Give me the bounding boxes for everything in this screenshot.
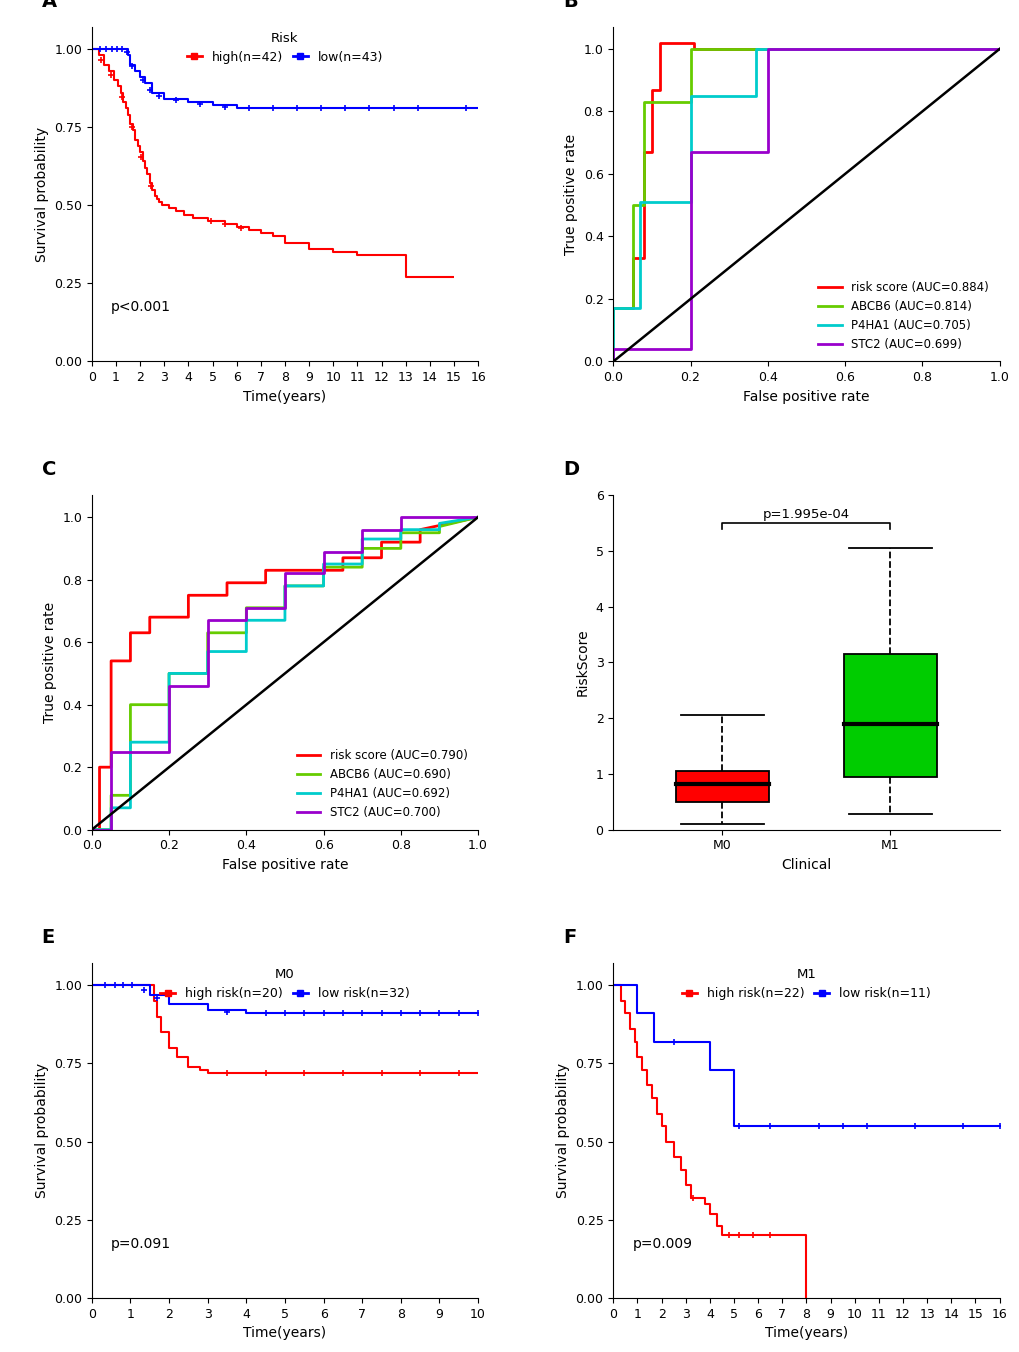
Text: D: D [562, 460, 579, 479]
Y-axis label: Survival probability: Survival probability [35, 1063, 49, 1198]
Text: F: F [562, 929, 576, 948]
Text: E: E [42, 929, 55, 948]
Text: B: B [562, 0, 578, 11]
Bar [844, 654, 935, 777]
Text: p=0.091: p=0.091 [111, 1237, 171, 1251]
Text: p<0.001: p<0.001 [111, 300, 171, 314]
X-axis label: Time(years): Time(years) [764, 1326, 847, 1340]
Text: A: A [42, 0, 57, 11]
Bar [676, 771, 768, 802]
X-axis label: Time(years): Time(years) [244, 1326, 326, 1340]
Text: p=0.009: p=0.009 [632, 1237, 692, 1251]
X-axis label: False positive rate: False positive rate [743, 389, 869, 404]
X-axis label: False positive rate: False positive rate [221, 859, 347, 872]
Legend: high(n=42), low(n=43): high(n=42), low(n=43) [181, 27, 388, 69]
X-axis label: Time(years): Time(years) [244, 389, 326, 404]
Y-axis label: Survival probability: Survival probability [35, 127, 49, 262]
Legend: risk score (AUC=0.790), ABCB6 (AUC=0.690), P4HA1 (AUC=0.692), STC2 (AUC=0.700): risk score (AUC=0.790), ABCB6 (AUC=0.690… [291, 745, 472, 823]
Legend: high risk(n=20), low risk(n=32): high risk(n=20), low risk(n=32) [155, 963, 415, 1006]
Y-axis label: Survival probability: Survival probability [555, 1063, 570, 1198]
Legend: high risk(n=22), low risk(n=11): high risk(n=22), low risk(n=11) [676, 963, 935, 1006]
Legend: risk score (AUC=0.884), ABCB6 (AUC=0.814), P4HA1 (AUC=0.705), STC2 (AUC=0.699): risk score (AUC=0.884), ABCB6 (AUC=0.814… [812, 276, 993, 356]
Y-axis label: RiskScore: RiskScore [576, 629, 589, 696]
Y-axis label: True positive rate: True positive rate [43, 602, 56, 723]
Text: p=1.995e-04: p=1.995e-04 [762, 508, 849, 522]
X-axis label: Clinical: Clinical [781, 859, 830, 872]
Y-axis label: True positive rate: True positive rate [564, 134, 578, 254]
Text: C: C [42, 460, 56, 479]
